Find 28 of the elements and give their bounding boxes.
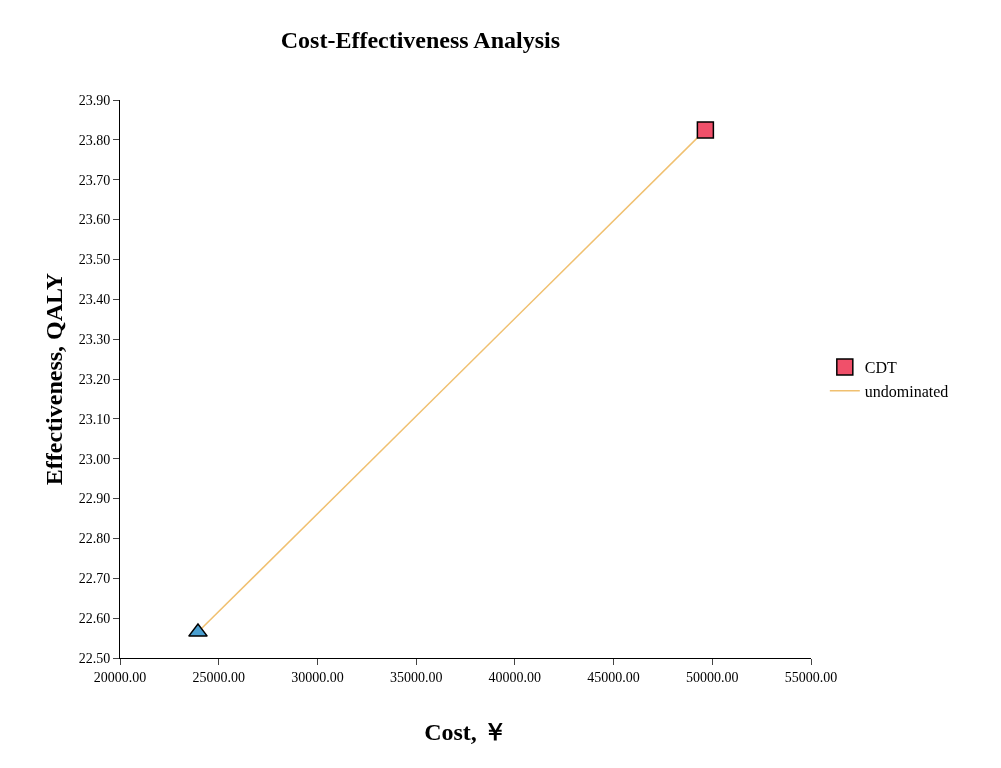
y-tick-label: 22.60 — [78, 611, 111, 627]
y-tick-label: 23.40 — [78, 292, 111, 308]
x-tick-label: 20000.00 — [93, 669, 147, 685]
x-axis-title: Cost, ￥ — [424, 719, 507, 745]
y-tick-label: 23.90 — [78, 92, 111, 108]
y-tick-label: 23.20 — [78, 371, 111, 387]
y-tick-label: 22.50 — [78, 650, 111, 666]
y-tick-label: 23.70 — [78, 172, 111, 188]
x-tick-label: 40000.00 — [488, 669, 542, 685]
y-tick-label: 23.60 — [78, 212, 111, 228]
y-tick-label: 23.30 — [78, 332, 111, 348]
legend-label: CDT — [864, 359, 898, 377]
y-tick-label: 23.80 — [78, 132, 111, 148]
legend-label: undominated — [864, 382, 949, 400]
y-tick-label: 23.10 — [78, 411, 111, 427]
x-tick-label: 25000.00 — [192, 669, 245, 685]
y-axis-title: Effectiveness, QALY — [41, 272, 67, 486]
x-tick-label: 45000.00 — [587, 669, 640, 685]
y-tick-label: 22.70 — [78, 571, 111, 587]
y-tick-label: 22.80 — [78, 531, 111, 547]
chart-title: Cost-Effectiveness Analysis — [280, 26, 561, 53]
y-tick-label: 22.90 — [78, 491, 111, 507]
x-tick-label: 30000.00 — [291, 669, 344, 685]
x-tick-label: 35000.00 — [389, 669, 443, 685]
x-tick-label: 50000.00 — [686, 669, 739, 685]
y-tick-label: 23.50 — [78, 252, 111, 268]
y-tick-label: 23.00 — [78, 451, 111, 467]
x-tick-label: 55000.00 — [784, 669, 838, 685]
